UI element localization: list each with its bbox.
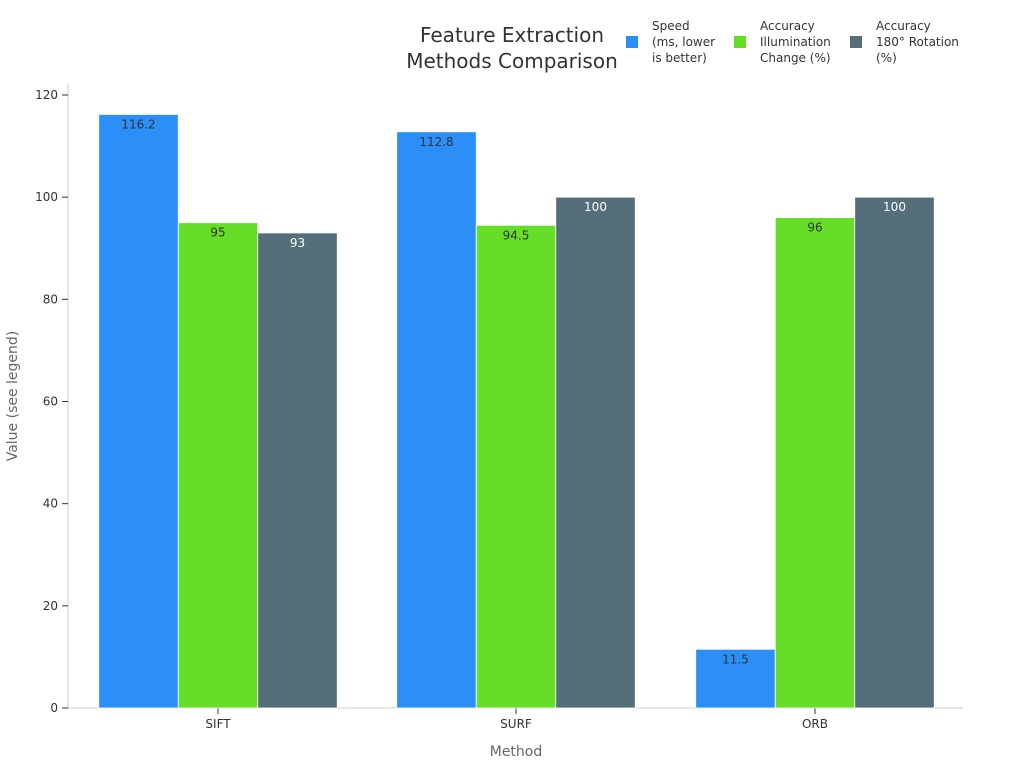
y-tick-label: 100	[35, 190, 58, 204]
bars	[98, 114, 935, 709]
bar-value-label: 94.5	[503, 228, 530, 242]
y-tick-label: 80	[43, 292, 58, 306]
y-tick-label: 120	[35, 88, 58, 102]
chart-title-line-2: Methods Comparison	[406, 49, 618, 73]
y-tick-label: 60	[43, 395, 58, 409]
bar-value-label: 93	[290, 236, 305, 250]
x-tick-label: SIFT	[205, 717, 231, 731]
y-axis-title: Value (see legend)	[5, 331, 21, 462]
bar	[257, 232, 338, 709]
legend-item: Speed (ms, lower is better)	[626, 19, 715, 65]
bar-value-label: 100	[584, 200, 607, 214]
legend-swatch	[850, 36, 862, 48]
legend-label: is better)	[652, 51, 707, 65]
bar	[98, 114, 179, 709]
legend-label: 180° Rotation	[876, 35, 959, 49]
y-tick-label: 40	[43, 497, 58, 511]
legend-item: Accuracy Illumination Change (%)	[734, 19, 831, 65]
bar	[854, 196, 935, 709]
bar	[177, 222, 259, 709]
bar	[555, 196, 636, 709]
legend-item: Accuracy 180° Rotation (%)	[850, 19, 959, 65]
x-axis-title: Method	[490, 744, 543, 760]
bar-value-label: 11.5	[722, 652, 749, 666]
legend: Speed (ms, lower is better) Accuracy Illumin…	[626, 19, 959, 65]
y-tick-label: 0	[50, 701, 58, 715]
legend-swatch	[734, 36, 746, 48]
legend-label: (%)	[876, 51, 897, 65]
data-labels: 116.2 95 93 112.8 94.5 100 11.5 96 100	[121, 117, 906, 666]
legend-label: Illumination	[760, 35, 831, 49]
legend-label: Change (%)	[760, 51, 831, 65]
x-tick-label: ORB	[802, 717, 828, 731]
bar-value-label: 96	[807, 221, 822, 235]
y-tick-label: 20	[43, 599, 58, 613]
bar	[396, 131, 477, 709]
bar-value-label: 112.8	[419, 135, 453, 149]
x-axis: SIFT SURF ORB	[68, 707, 963, 731]
bar	[475, 224, 557, 709]
x-tick-label: SURF	[500, 717, 532, 731]
legend-label: Accuracy	[760, 19, 815, 33]
legend-label: Speed	[652, 19, 690, 33]
chart-title-line-1: Feature Extraction	[420, 23, 604, 47]
legend-label: (ms, lower	[652, 35, 715, 49]
bar	[774, 217, 856, 709]
bar-value-label: 116.2	[121, 117, 155, 131]
legend-swatch	[626, 36, 638, 48]
bar-value-label: 95	[210, 226, 225, 240]
y-axis: 0 20 40 60 80 100 120	[35, 84, 69, 715]
bar	[695, 648, 776, 709]
bar-value-label: 100	[883, 200, 906, 214]
legend-label: Accuracy	[876, 19, 931, 33]
